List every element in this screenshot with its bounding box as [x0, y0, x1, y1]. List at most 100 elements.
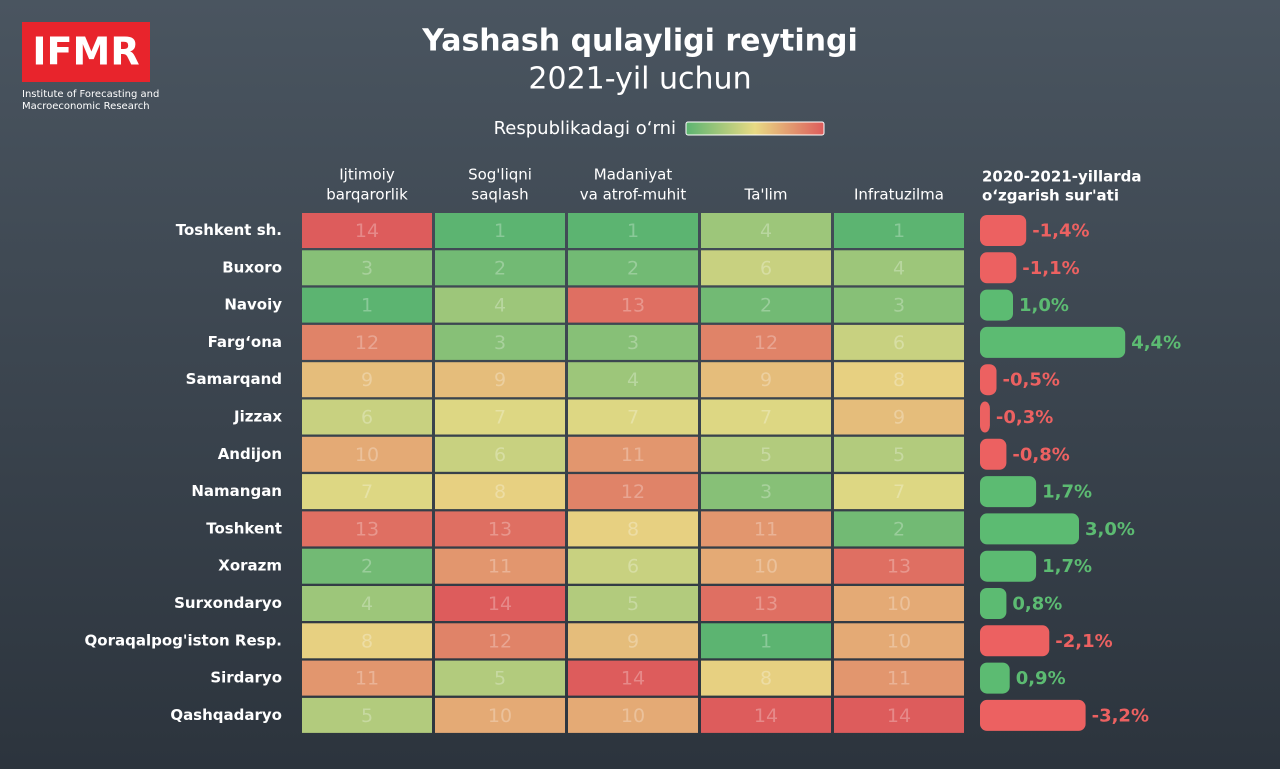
heat-cell	[302, 213, 432, 248]
change-bar	[980, 364, 997, 396]
column-header: Madaniyat	[594, 166, 673, 184]
heat-cell	[701, 362, 831, 398]
cell-value: 7	[361, 481, 373, 503]
cell-value: 3	[893, 295, 905, 317]
cell-value: 4	[760, 220, 772, 242]
change-bar	[980, 401, 990, 433]
heat-cell	[568, 250, 698, 286]
cell-value: 3	[361, 257, 373, 279]
cell-value: 6	[494, 444, 506, 466]
heat-cell	[435, 623, 565, 659]
cell-value: 7	[760, 407, 772, 429]
cell-value: 13	[488, 518, 512, 540]
change-bar	[980, 215, 1027, 246]
cell-value: 12	[754, 332, 778, 354]
cell-value: 6	[627, 556, 639, 578]
heat-cell	[834, 250, 964, 286]
row-label: Xorazm	[218, 557, 282, 575]
heat-cell	[834, 287, 964, 323]
cell-value: 14	[887, 705, 911, 727]
heat-cell	[834, 399, 964, 435]
row-label: Navoiy	[224, 296, 282, 314]
change-label: -1,1%	[1022, 258, 1079, 279]
bar-header: o‘zgarish sur'ati	[982, 187, 1119, 205]
cell-value: 7	[494, 407, 506, 429]
heat-cell	[701, 586, 831, 621]
cell-value: 14	[355, 220, 379, 242]
row-label: Qoraqalpog'iston Resp.	[85, 631, 282, 649]
row-label: Toshkent sh.	[176, 221, 282, 239]
cell-value: 12	[488, 630, 512, 652]
heat-cell	[568, 287, 698, 323]
row-label: Toshkent	[206, 519, 282, 537]
logo-text: IFMR	[32, 30, 139, 74]
column-header: Ijtimoiy	[339, 166, 395, 184]
cell-value: 9	[361, 369, 373, 391]
chart-title: Yashash qulayligi reytingi	[421, 24, 858, 59]
heat-cell	[834, 697, 964, 733]
heat-cell	[435, 660, 565, 696]
heat-cell	[568, 623, 698, 659]
cell-value: 6	[893, 332, 905, 354]
cell-value: 11	[887, 668, 911, 690]
cell-value: 2	[494, 257, 506, 279]
heat-cell	[302, 287, 432, 323]
change-label: -0,3%	[996, 407, 1053, 428]
cell-value: 3	[760, 481, 772, 503]
change-label: 3,0%	[1085, 519, 1135, 540]
change-bar	[980, 252, 1017, 284]
column-header: Ta'lim	[744, 186, 788, 204]
logo-subtitle: Macroeconomic Research	[22, 101, 150, 112]
heat-cell	[701, 548, 831, 584]
cell-value: 2	[361, 556, 373, 578]
cell-value: 1	[361, 295, 373, 317]
heat-cell	[302, 324, 432, 360]
heat-cell	[834, 213, 964, 248]
heat-cell	[834, 362, 964, 398]
cell-value: 6	[760, 257, 772, 279]
heat-cell	[568, 548, 698, 584]
heat-cell	[302, 623, 432, 659]
heat-cell	[568, 399, 698, 435]
column-header: barqarorlik	[326, 186, 408, 204]
cell-value: 2	[893, 518, 905, 540]
heat-cell	[435, 362, 565, 398]
change-label: -0,5%	[1003, 370, 1060, 391]
change-bar	[980, 289, 1013, 321]
heat-cell	[568, 660, 698, 696]
cell-value: 2	[760, 295, 772, 317]
cell-value: 8	[361, 630, 373, 652]
column-header: saqlash	[471, 186, 528, 204]
cell-value: 10	[355, 444, 379, 466]
cell-value: 6	[361, 407, 373, 429]
heat-cell	[302, 586, 432, 621]
cell-value: 14	[621, 668, 645, 690]
chart-subtitle: 2021-yil uchun	[528, 62, 751, 97]
cell-value: 7	[893, 481, 905, 503]
heat-cell	[701, 436, 831, 472]
heat-cell	[834, 586, 964, 621]
change-label: 0,9%	[1016, 668, 1066, 689]
heat-cell	[701, 660, 831, 696]
heat-cell	[435, 399, 565, 435]
change-bar	[980, 588, 1007, 619]
cell-value: 9	[627, 630, 639, 652]
cell-value: 7	[627, 407, 639, 429]
heat-cell	[302, 660, 432, 696]
heat-cell	[568, 362, 698, 398]
cell-value: 8	[627, 518, 639, 540]
heat-cell	[435, 324, 565, 360]
heat-cell	[568, 697, 698, 733]
cell-value: 9	[760, 369, 772, 391]
heat-cell	[701, 213, 831, 248]
heat-cell	[435, 250, 565, 286]
row-label: Surxondaryo	[174, 594, 282, 612]
heat-cell	[435, 287, 565, 323]
heat-cell	[701, 697, 831, 733]
heat-cell	[435, 586, 565, 621]
change-label: 1,0%	[1019, 295, 1069, 316]
cell-value: 14	[754, 705, 778, 727]
heat-cell	[568, 474, 698, 510]
cell-value: 4	[893, 257, 905, 279]
